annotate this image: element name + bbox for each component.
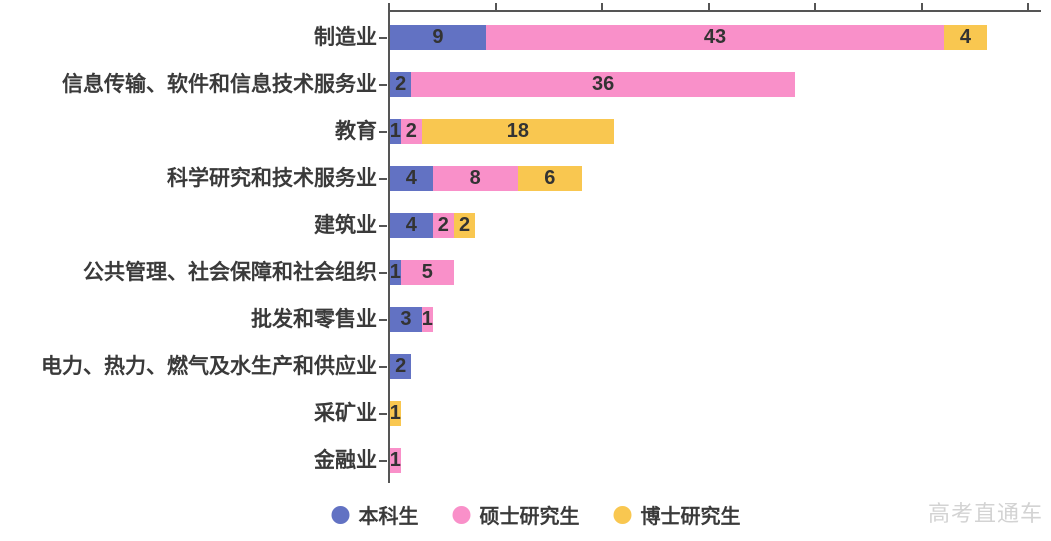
y-axis-tick <box>379 83 387 86</box>
y-axis-tick <box>379 271 387 274</box>
bar-value-label: 1 <box>389 449 401 471</box>
legend-label: 硕士研究生 <box>479 506 580 528</box>
bar-value-label: 8 <box>469 167 481 189</box>
x-axis-tick <box>601 3 604 11</box>
bar-value-label: 4 <box>405 167 417 189</box>
bar-segment-masters: 36 <box>411 72 795 97</box>
bar-value-label: 9 <box>432 26 444 48</box>
bar-value-label: 1 <box>389 261 401 283</box>
bar-value-label: 5 <box>421 261 433 283</box>
y-axis-tick <box>379 365 387 368</box>
category-label: 电力、热力、燃气及水生产和供应业 <box>41 354 377 378</box>
y-axis-tick <box>379 318 387 321</box>
bar-value-label: 6 <box>544 167 556 189</box>
x-axis-line <box>388 10 1041 12</box>
bar-segment-doctoral: 4 <box>944 25 987 50</box>
legend-dot-icon <box>452 505 471 524</box>
y-axis-tick <box>379 130 387 133</box>
x-axis-tick <box>1027 3 1030 11</box>
bar-value-label: 4 <box>405 214 417 236</box>
bar-segment-masters: 8 <box>432 166 518 191</box>
bar-segment-undergraduate: 1 <box>390 119 401 144</box>
bar-segment-masters: 43 <box>485 25 945 50</box>
bar-value-label: 43 <box>703 26 727 48</box>
legend-item-undergraduate: 本科生 <box>331 500 419 529</box>
x-axis-tick <box>814 3 817 11</box>
y-axis-line <box>388 3 390 483</box>
bar-value-label: 4 <box>959 26 971 48</box>
legend: 本科生 硕士研究生 博士研究生 <box>331 500 741 529</box>
bar-segment-undergraduate: 1 <box>390 260 401 285</box>
bar-segment-masters: 1 <box>390 448 401 473</box>
category-label: 公共管理、社会保障和社会组织 <box>83 260 377 284</box>
bar-segment-doctoral: 6 <box>517 166 582 191</box>
bar-segment-undergraduate: 2 <box>390 354 412 379</box>
y-axis-tick <box>379 177 387 180</box>
bar-segment-undergraduate: 4 <box>390 213 433 238</box>
bar-value-label: 2 <box>405 120 417 142</box>
bar-value-label: 2 <box>395 355 407 377</box>
category-label: 建筑业 <box>314 213 377 237</box>
bar-segment-undergraduate: 4 <box>390 166 433 191</box>
legend-item-masters: 硕士研究生 <box>452 500 580 529</box>
bar-segment-masters: 2 <box>432 213 454 238</box>
legend-label: 本科生 <box>358 506 419 528</box>
bar-value-label: 3 <box>400 308 412 330</box>
legend-item-doctoral: 博士研究生 <box>613 500 741 529</box>
watermark: 高考直通车 <box>927 501 1043 526</box>
y-axis-tick <box>379 36 387 39</box>
category-label: 采矿业 <box>314 401 377 425</box>
bar-value-label: 36 <box>591 73 615 95</box>
bar-value-label: 18 <box>506 120 529 142</box>
legend-dot-icon <box>331 505 350 524</box>
x-axis-tick <box>920 3 923 11</box>
x-axis-tick <box>707 3 710 11</box>
bar-value-label: 1 <box>421 308 433 330</box>
category-label: 教育 <box>335 119 377 143</box>
bar-segment-masters: 1 <box>422 307 433 332</box>
category-label: 批发和零售业 <box>251 307 377 331</box>
legend-dot-icon <box>613 505 632 524</box>
category-label: 制造业 <box>314 25 377 49</box>
bar-segment-doctoral: 2 <box>453 213 476 238</box>
category-label: 金融业 <box>314 448 377 472</box>
legend-label: 博士研究生 <box>640 506 741 528</box>
y-axis-tick <box>379 412 387 415</box>
bar-value-label: 2 <box>459 214 471 236</box>
bar-segment-undergraduate: 3 <box>390 307 422 332</box>
bar-value-label: 1 <box>389 402 401 424</box>
x-axis-tick <box>494 3 497 11</box>
y-axis-tick <box>379 459 387 462</box>
category-label: 科学研究和技术服务业 <box>167 166 377 190</box>
bar-value-label: 1 <box>389 120 401 142</box>
bar-segment-doctoral: 1 <box>390 401 401 426</box>
category-label: 信息传输、软件和信息技术服务业 <box>62 72 377 96</box>
bar-segment-undergraduate: 2 <box>390 72 412 97</box>
bar-value-label: 2 <box>395 73 407 95</box>
y-axis-tick <box>379 224 387 227</box>
x-axis-tick <box>388 3 390 11</box>
bar-segment-masters: 5 <box>400 260 454 285</box>
bar-segment-undergraduate: 9 <box>390 25 486 50</box>
bar-segment-masters: 2 <box>400 119 422 144</box>
bar-value-label: 2 <box>437 214 449 236</box>
bar-segment-doctoral: 18 <box>421 119 614 144</box>
